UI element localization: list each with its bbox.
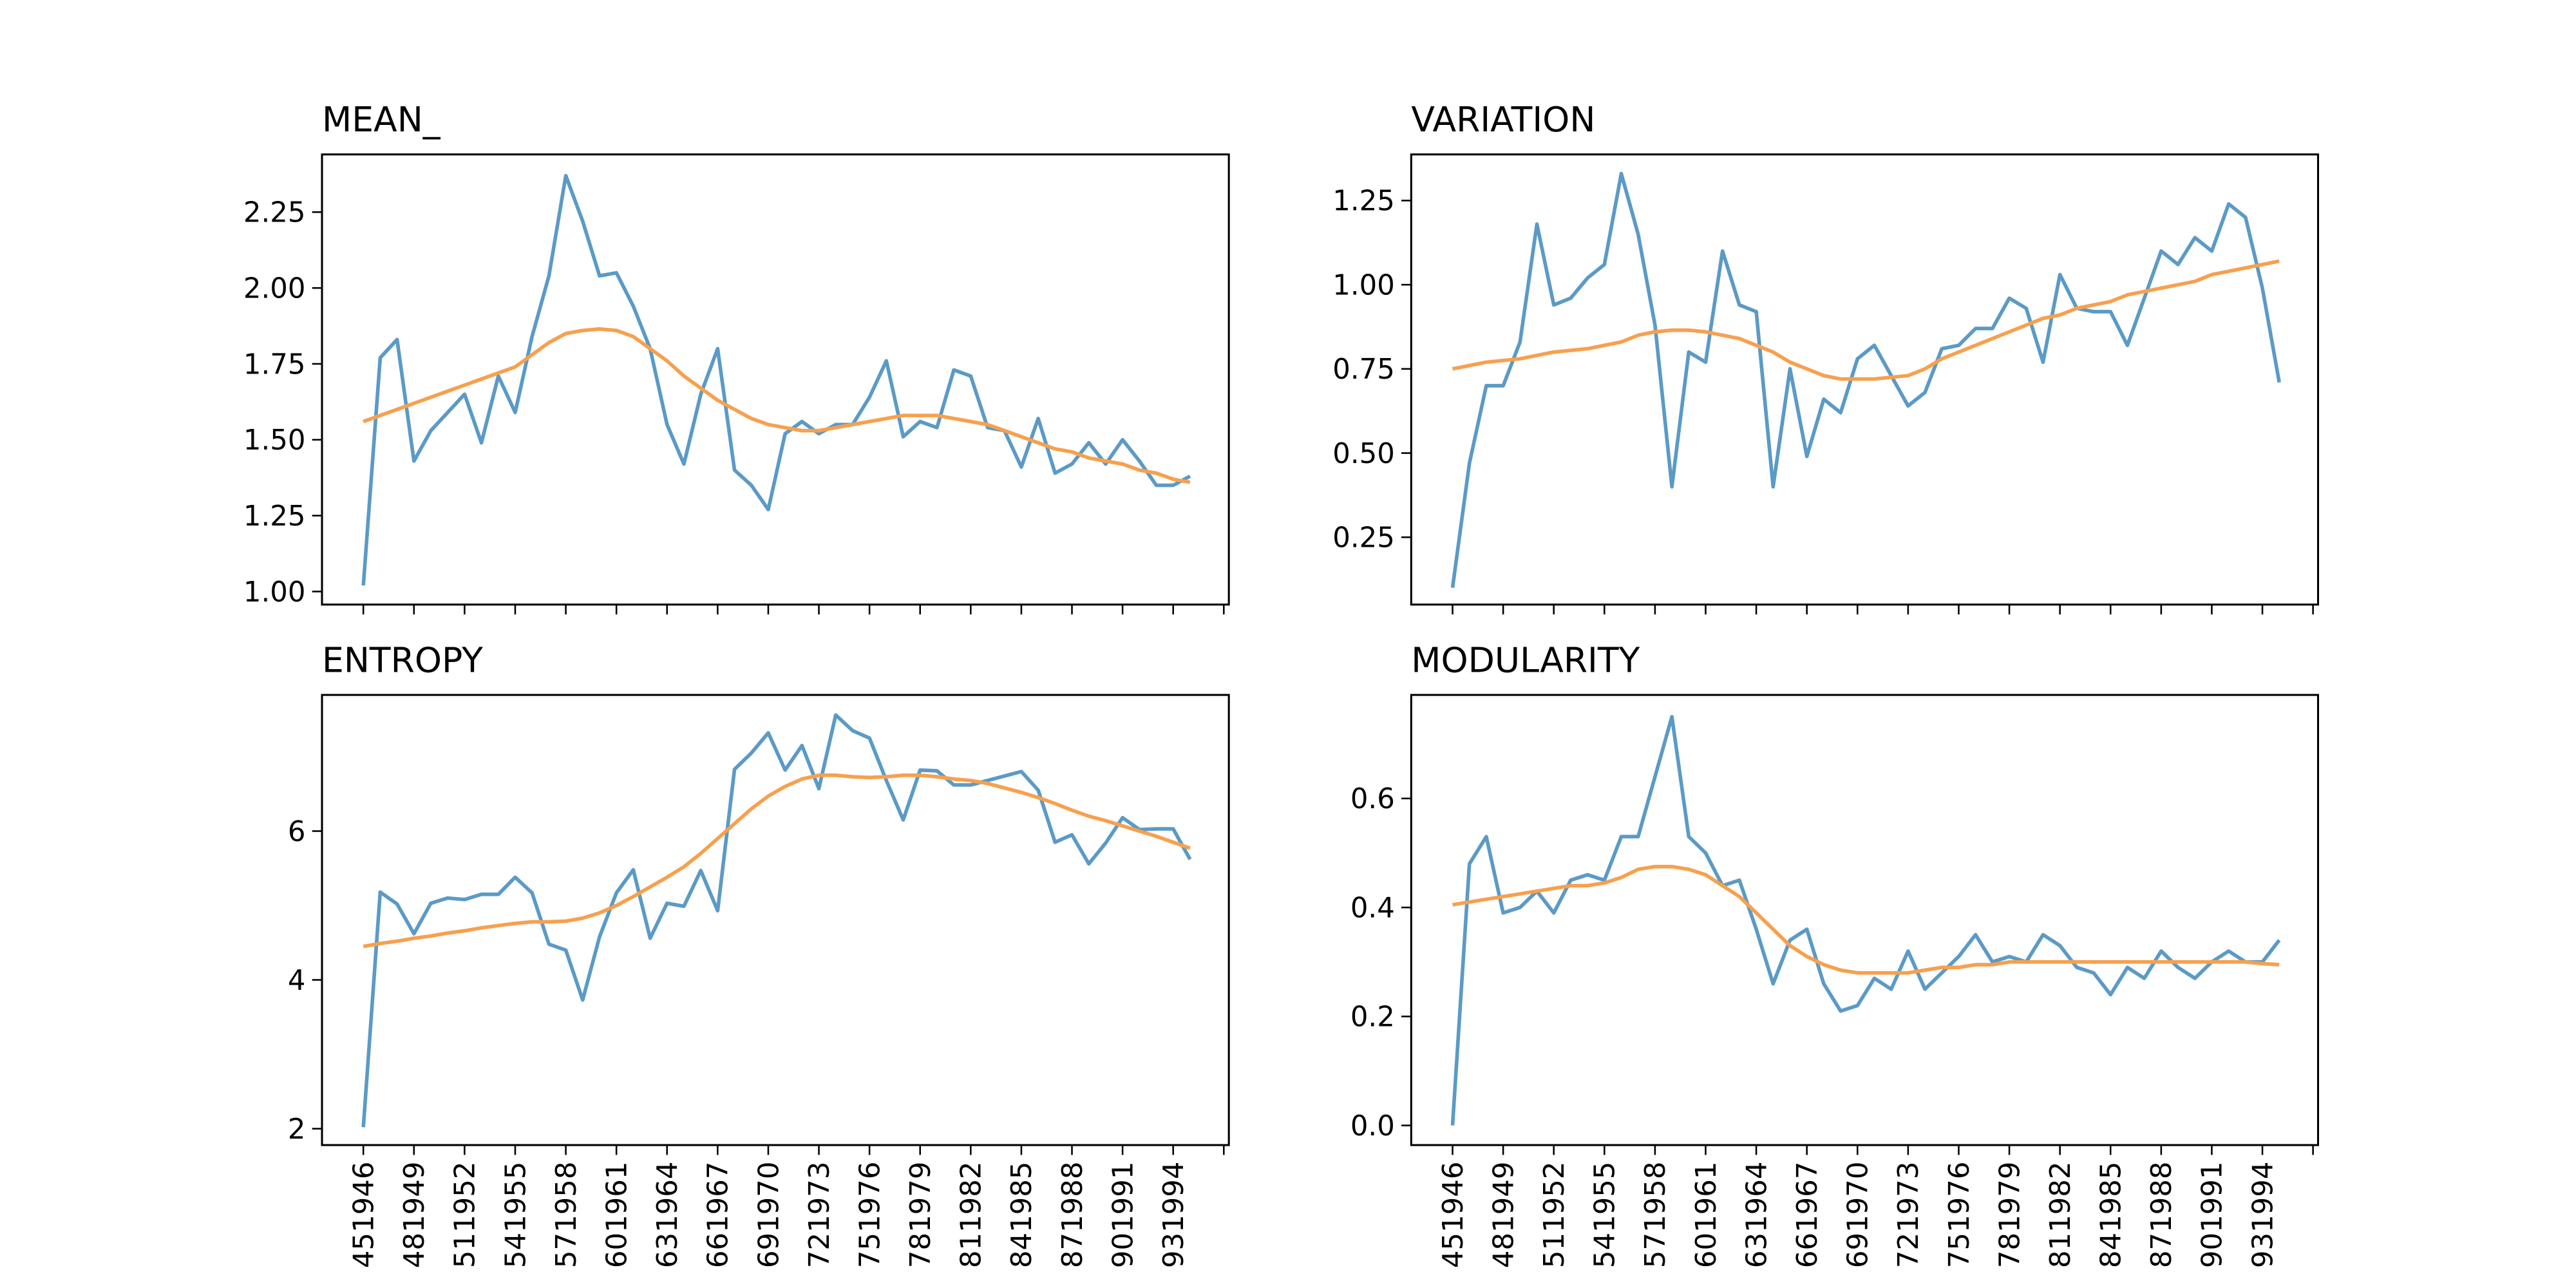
x-tick-label: 601961 — [601, 1162, 633, 1269]
y-tick-label: 2 — [288, 1113, 306, 1146]
y-tick-label: 1.25 — [243, 500, 306, 533]
chart-title: VARIATION — [1411, 99, 1595, 140]
x-tick-label: 721973 — [1893, 1162, 1925, 1269]
x-tick-label: 541955 — [1589, 1162, 1622, 1269]
x-tick-label: 841985 — [2096, 1162, 2128, 1269]
x-tick-label: 571958 — [1640, 1162, 1672, 1269]
chart-title: MODULARITY — [1411, 639, 1640, 680]
x-tick-label: 721973 — [804, 1162, 836, 1269]
x-tick-label: 781979 — [905, 1162, 937, 1269]
y-tick-label: 1.75 — [243, 348, 306, 381]
y-tick-label: 0.6 — [1350, 783, 1395, 815]
y-tick-label: 2.00 — [243, 272, 306, 305]
y-tick-label: 0.2 — [1350, 1001, 1395, 1034]
x-tick-label: 511952 — [1539, 1162, 1571, 1269]
x-tick-label: 661967 — [1792, 1162, 1824, 1269]
y-tick-label: 0.75 — [1332, 354, 1395, 386]
y-tick-label: 1.00 — [1332, 269, 1395, 301]
x-tick-label: 901991 — [1107, 1162, 1139, 1269]
chart-title: MEAN_ — [322, 99, 441, 140]
x-tick-label: 631964 — [1741, 1162, 1773, 1269]
x-tick-label: 511952 — [450, 1162, 482, 1269]
plot-frame — [1410, 153, 2320, 606]
x-tick-label: 811982 — [956, 1162, 988, 1269]
y-tick-label: 0.25 — [1332, 522, 1395, 554]
data-line — [361, 173, 1191, 586]
x-tick-label: 871988 — [1057, 1162, 1089, 1269]
y-tick-label: 0.0 — [1350, 1110, 1395, 1142]
x-tick-label: 901991 — [2197, 1162, 2229, 1269]
x-tick-label: 631964 — [652, 1162, 684, 1269]
y-tick-label: 2.25 — [243, 197, 306, 229]
plot-frame — [321, 153, 1230, 606]
x-tick-label: 841985 — [1006, 1162, 1038, 1269]
plot-frame — [1410, 694, 2320, 1146]
x-tick-label: 811982 — [2045, 1162, 2077, 1269]
data-line — [361, 713, 1192, 1128]
x-tick-label: 481949 — [1488, 1162, 1520, 1269]
plot-frame — [321, 694, 1230, 1146]
data-line — [363, 327, 1191, 484]
x-tick-label: 481949 — [399, 1162, 431, 1269]
data-line — [1452, 259, 2280, 381]
chart-title: ENTROPY — [322, 639, 483, 680]
y-tick-label: 6 — [288, 816, 306, 848]
y-tick-label: 4 — [288, 965, 306, 997]
x-tick-label: 601961 — [1690, 1162, 1723, 1269]
y-tick-label: 1.50 — [243, 424, 306, 457]
x-tick-label: 871988 — [2146, 1162, 2178, 1269]
x-tick-label: 931994 — [2247, 1162, 2279, 1269]
y-tick-label: 1.00 — [243, 576, 306, 609]
data-line — [363, 773, 1191, 949]
x-tick-label: 451946 — [1437, 1162, 1470, 1269]
data-line — [1450, 715, 2281, 1126]
y-tick-label: 0.4 — [1350, 892, 1395, 924]
y-tick-label: 0.50 — [1332, 438, 1395, 470]
data-line — [1450, 171, 2281, 589]
x-tick-label: 571958 — [551, 1162, 583, 1269]
y-tick-label: 1.25 — [1332, 185, 1395, 218]
x-tick-label: 541955 — [500, 1162, 532, 1269]
x-tick-label: 751976 — [1944, 1162, 1976, 1269]
x-tick-label: 451946 — [348, 1162, 380, 1269]
data-line — [1452, 864, 2280, 975]
x-tick-label: 781979 — [1994, 1162, 2026, 1269]
x-tick-label: 751976 — [854, 1162, 886, 1269]
x-tick-label: 691970 — [753, 1162, 785, 1269]
x-tick-label: 931994 — [1158, 1162, 1190, 1269]
x-tick-label: 661967 — [703, 1162, 735, 1269]
x-tick-label: 691970 — [1842, 1162, 1875, 1269]
